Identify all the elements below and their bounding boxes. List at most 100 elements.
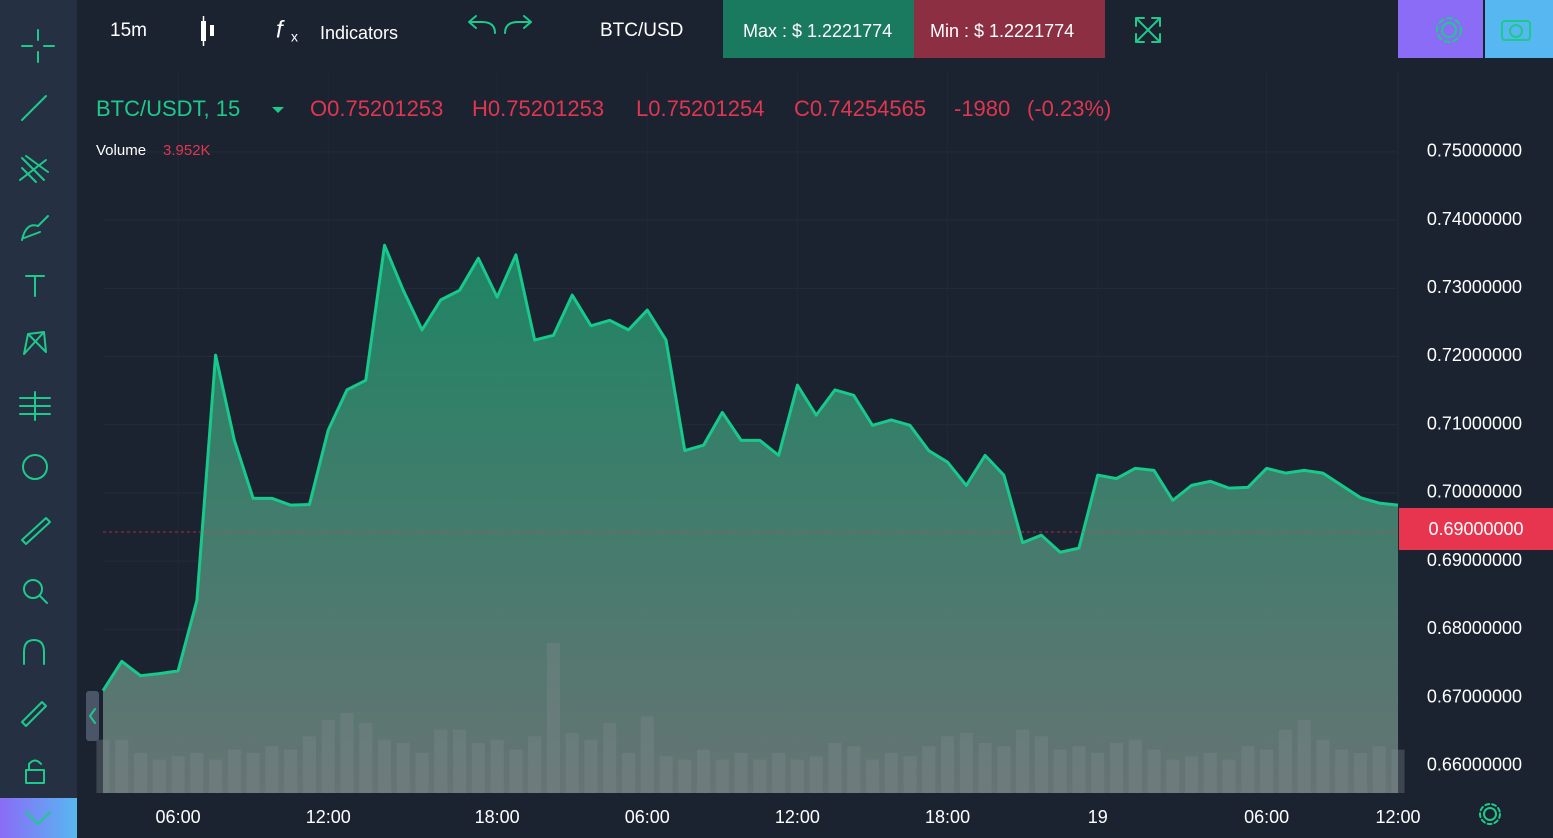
legend-close: C0.74254565 xyxy=(794,96,926,121)
volume-bar xyxy=(284,749,298,793)
candle-icon[interactable] xyxy=(201,16,214,46)
magnet-tool[interactable] xyxy=(23,639,45,665)
y-tick-label: 0.66000000 xyxy=(1427,754,1522,774)
sidebar-expand[interactable] xyxy=(0,798,77,838)
fx-icon[interactable]: f xyxy=(276,16,285,43)
crosshair-tool[interactable] xyxy=(21,29,55,63)
lock-tool[interactable] xyxy=(25,769,45,784)
volume-bar xyxy=(1372,746,1386,793)
volume-bar xyxy=(490,739,504,793)
volume-bar xyxy=(959,733,973,793)
settings-button[interactable] xyxy=(1398,0,1483,58)
volume-bar xyxy=(190,753,204,793)
volume-bar xyxy=(865,759,880,793)
volume-bar xyxy=(847,746,861,793)
volume-bar xyxy=(302,736,317,793)
legend-high: H0.75201253 xyxy=(472,96,604,121)
ruler-tool[interactable] xyxy=(21,517,51,545)
volume-bar xyxy=(715,759,729,793)
fullscreen-icon[interactable] xyxy=(1135,17,1161,43)
current-price-label: 0.69000000 xyxy=(1428,519,1523,539)
emoji-tool[interactable] xyxy=(22,454,48,480)
y-tick-label: 0.73000000 xyxy=(1427,277,1522,297)
volume-bar xyxy=(528,736,542,793)
symbol[interactable]: BTC/USD xyxy=(600,20,683,41)
price-line xyxy=(101,243,1399,692)
brush-tool[interactable] xyxy=(21,215,49,241)
volume-bar xyxy=(922,746,936,793)
legend-symbol[interactable]: BTC/USDT, 15 xyxy=(96,96,240,121)
volume-bar xyxy=(227,749,241,793)
x-tick-label: 12:00 xyxy=(775,807,820,827)
y-tick-label: 0.69000000 xyxy=(1427,550,1522,570)
volume-bar xyxy=(1391,749,1405,793)
settings-icon xyxy=(1441,22,1457,38)
interval[interactable]: 15m xyxy=(110,20,147,41)
volume-bar xyxy=(678,759,692,793)
volume-bar xyxy=(1335,749,1349,793)
volume-bar xyxy=(1297,719,1311,793)
lock-draw-tool[interactable] xyxy=(21,701,47,727)
volume-bar xyxy=(133,753,148,793)
plot-area xyxy=(96,70,1405,793)
volume-bar xyxy=(509,749,523,793)
collapse-handle[interactable] xyxy=(86,691,99,741)
volume-bar xyxy=(377,739,392,793)
y-tick-label: 0.72000000 xyxy=(1427,345,1522,365)
fx-icon-sub: x xyxy=(291,29,298,45)
fib-tool[interactable] xyxy=(19,155,49,183)
line-tool[interactable] xyxy=(21,95,47,121)
screenshot-button[interactable] xyxy=(1485,0,1553,58)
camera-icon xyxy=(1501,20,1531,41)
volume-bar xyxy=(621,753,636,793)
collapse-arrow xyxy=(89,708,96,724)
y-tick-label: 0.71000000 xyxy=(1427,413,1522,433)
sidebar xyxy=(0,0,77,838)
volume-bar xyxy=(1278,729,1292,793)
volume-bar xyxy=(546,643,561,793)
max-text: Max : $ 1.2221774 xyxy=(743,21,892,41)
volume-bar xyxy=(997,746,1011,793)
measure-tool[interactable] xyxy=(19,391,51,421)
lock-shackle xyxy=(28,759,42,771)
volume-bar xyxy=(940,736,955,793)
volume-bar xyxy=(809,756,823,793)
zoom-handle xyxy=(39,595,48,604)
volume-bar xyxy=(584,739,598,793)
volume-bar xyxy=(415,753,429,793)
volume-bar xyxy=(1184,756,1199,793)
volume-bar xyxy=(359,723,373,793)
volume-bar xyxy=(471,743,485,793)
undo-icon[interactable] xyxy=(468,15,496,34)
indicators-button[interactable]: Indicators xyxy=(320,23,398,43)
volume-bar xyxy=(753,759,767,793)
y-tick-label: 0.68000000 xyxy=(1427,618,1522,638)
volume-bar xyxy=(1128,739,1142,793)
y-tick-label: 0.75000000 xyxy=(1427,141,1522,161)
legend-change: -1980 xyxy=(954,96,1010,121)
x-tick-label: 06:00 xyxy=(1244,807,1289,827)
volume-bar xyxy=(828,743,842,793)
axis-settings-icon[interactable] xyxy=(1483,807,1497,821)
settings-icon-teeth xyxy=(1436,17,1462,43)
zoom-tool[interactable] xyxy=(23,579,43,599)
volume-bar xyxy=(640,716,654,793)
volume-bar xyxy=(321,719,335,793)
text-tool[interactable] xyxy=(25,275,45,297)
sidebar-tools xyxy=(19,29,55,784)
volume-bar xyxy=(1260,749,1274,793)
volume-bar xyxy=(1316,739,1330,793)
volume-bar xyxy=(1147,749,1161,793)
pattern-tool[interactable] xyxy=(23,331,47,355)
volume-bar xyxy=(1109,743,1124,793)
area-fill xyxy=(103,245,1398,793)
legend-dropdown[interactable] xyxy=(272,107,284,113)
axis-settings-teeth xyxy=(1479,803,1501,825)
x-tick-label: 18:00 xyxy=(475,807,520,827)
volume-bar xyxy=(1241,746,1255,793)
redo-icon[interactable] xyxy=(504,15,532,34)
camera-lens xyxy=(1509,24,1523,38)
x-tick-label: 12:00 xyxy=(1375,807,1420,827)
volume-bar xyxy=(1091,753,1105,793)
x-tick-label: 19 xyxy=(1088,807,1108,827)
